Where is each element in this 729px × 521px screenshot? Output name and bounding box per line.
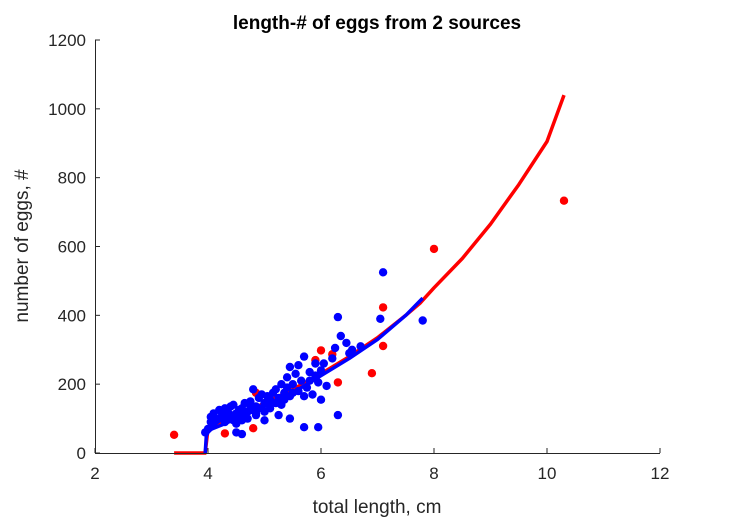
blue-data-point — [305, 376, 314, 385]
blue-data-point — [311, 371, 320, 380]
x-ticks: 2 4 6 8 10 12 — [90, 448, 669, 483]
blue-data-point — [333, 410, 343, 420]
y-tick-label: 600 — [58, 238, 86, 257]
blue-data-point — [333, 312, 343, 322]
x-tick-label: 8 — [429, 464, 438, 483]
blue-data-point — [356, 342, 365, 351]
chart-title: length-# of eggs from 2 sources — [233, 13, 521, 34]
blue-data-point — [302, 383, 312, 392]
blue-data-point — [246, 397, 255, 406]
y-tick-label: 1000 — [48, 100, 86, 119]
blue-data-point — [328, 354, 337, 363]
red-data-point — [333, 378, 343, 387]
blue-data-point — [249, 385, 258, 394]
red-data-point — [429, 244, 439, 254]
blue-data-point — [299, 352, 309, 361]
red-data-point — [378, 303, 388, 312]
y-tick-label: 800 — [58, 169, 86, 188]
blue-data-point — [308, 390, 317, 399]
y-tick-label: 1200 — [48, 31, 86, 50]
blue-data-point — [418, 316, 427, 325]
blue-data-point — [251, 409, 261, 418]
blue-data-point — [294, 386, 303, 396]
y-ticks: 0 200 400 600 800 1000 1200 — [48, 31, 100, 463]
blue-data-point — [260, 416, 269, 425]
blue-data-point — [316, 395, 326, 404]
y-tick-label: 200 — [58, 375, 86, 394]
red-data-point — [169, 430, 179, 439]
y-axis-label: number of eggs, # — [12, 169, 33, 323]
blue-data-point — [274, 410, 283, 420]
x-tick-label: 10 — [538, 464, 557, 483]
red-data-point — [378, 341, 388, 351]
blue-data-point — [376, 314, 385, 323]
red-data-point — [220, 429, 230, 438]
x-tick-label: 4 — [203, 464, 212, 483]
blue-data-point — [299, 423, 309, 432]
blue-data-point — [319, 359, 328, 368]
blue-data-point — [336, 331, 345, 341]
blue-data-point — [311, 359, 320, 368]
blue-data-point — [229, 400, 238, 409]
blue-data-point — [265, 404, 275, 413]
blue-data-point — [330, 343, 340, 353]
y-tick-label: 400 — [58, 306, 86, 325]
red-data-point — [559, 196, 569, 205]
blue-data-point — [297, 376, 306, 385]
blue-data-point — [316, 366, 326, 375]
blue-data-point — [243, 414, 252, 423]
blue-data-point — [291, 369, 300, 378]
blue-data-point — [271, 385, 280, 394]
blue-data-point — [347, 345, 357, 354]
plot-area — [169, 94, 569, 455]
x-tick-label: 2 — [90, 464, 99, 483]
blue-data-point — [299, 392, 309, 401]
x-axis-label: total length, cm — [313, 497, 442, 518]
blue-data-point — [322, 381, 331, 391]
blue-data-point — [282, 373, 292, 382]
blue-data-point — [342, 338, 351, 348]
x-tick-label: 6 — [316, 464, 325, 483]
blue-data-point — [378, 268, 388, 277]
blue-data-point — [314, 423, 323, 432]
blue-data-point — [288, 380, 297, 389]
red-data-point — [249, 424, 258, 433]
blue-data-point — [237, 429, 247, 439]
blue-data-point — [314, 378, 323, 387]
red-data-point — [316, 346, 326, 355]
red-fit-curve — [174, 94, 566, 455]
red-data-point — [367, 369, 377, 378]
blue-data-point — [294, 361, 303, 370]
blue-data-point — [285, 362, 295, 372]
y-tick-label: 0 — [77, 444, 86, 463]
blue-data-point — [285, 414, 295, 423]
x-tick-label: 12 — [651, 464, 670, 483]
